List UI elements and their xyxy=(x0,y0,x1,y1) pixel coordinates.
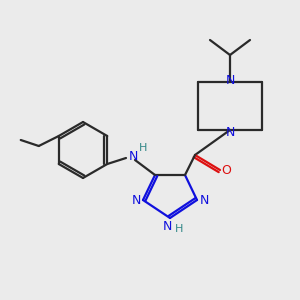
Text: H: H xyxy=(175,224,183,234)
Text: N: N xyxy=(225,125,235,139)
Text: O: O xyxy=(221,164,231,176)
Text: N: N xyxy=(131,194,141,206)
Text: N: N xyxy=(128,151,138,164)
Text: N: N xyxy=(225,74,235,88)
Text: H: H xyxy=(139,143,147,153)
Text: N: N xyxy=(199,194,209,206)
Text: N: N xyxy=(162,220,172,232)
